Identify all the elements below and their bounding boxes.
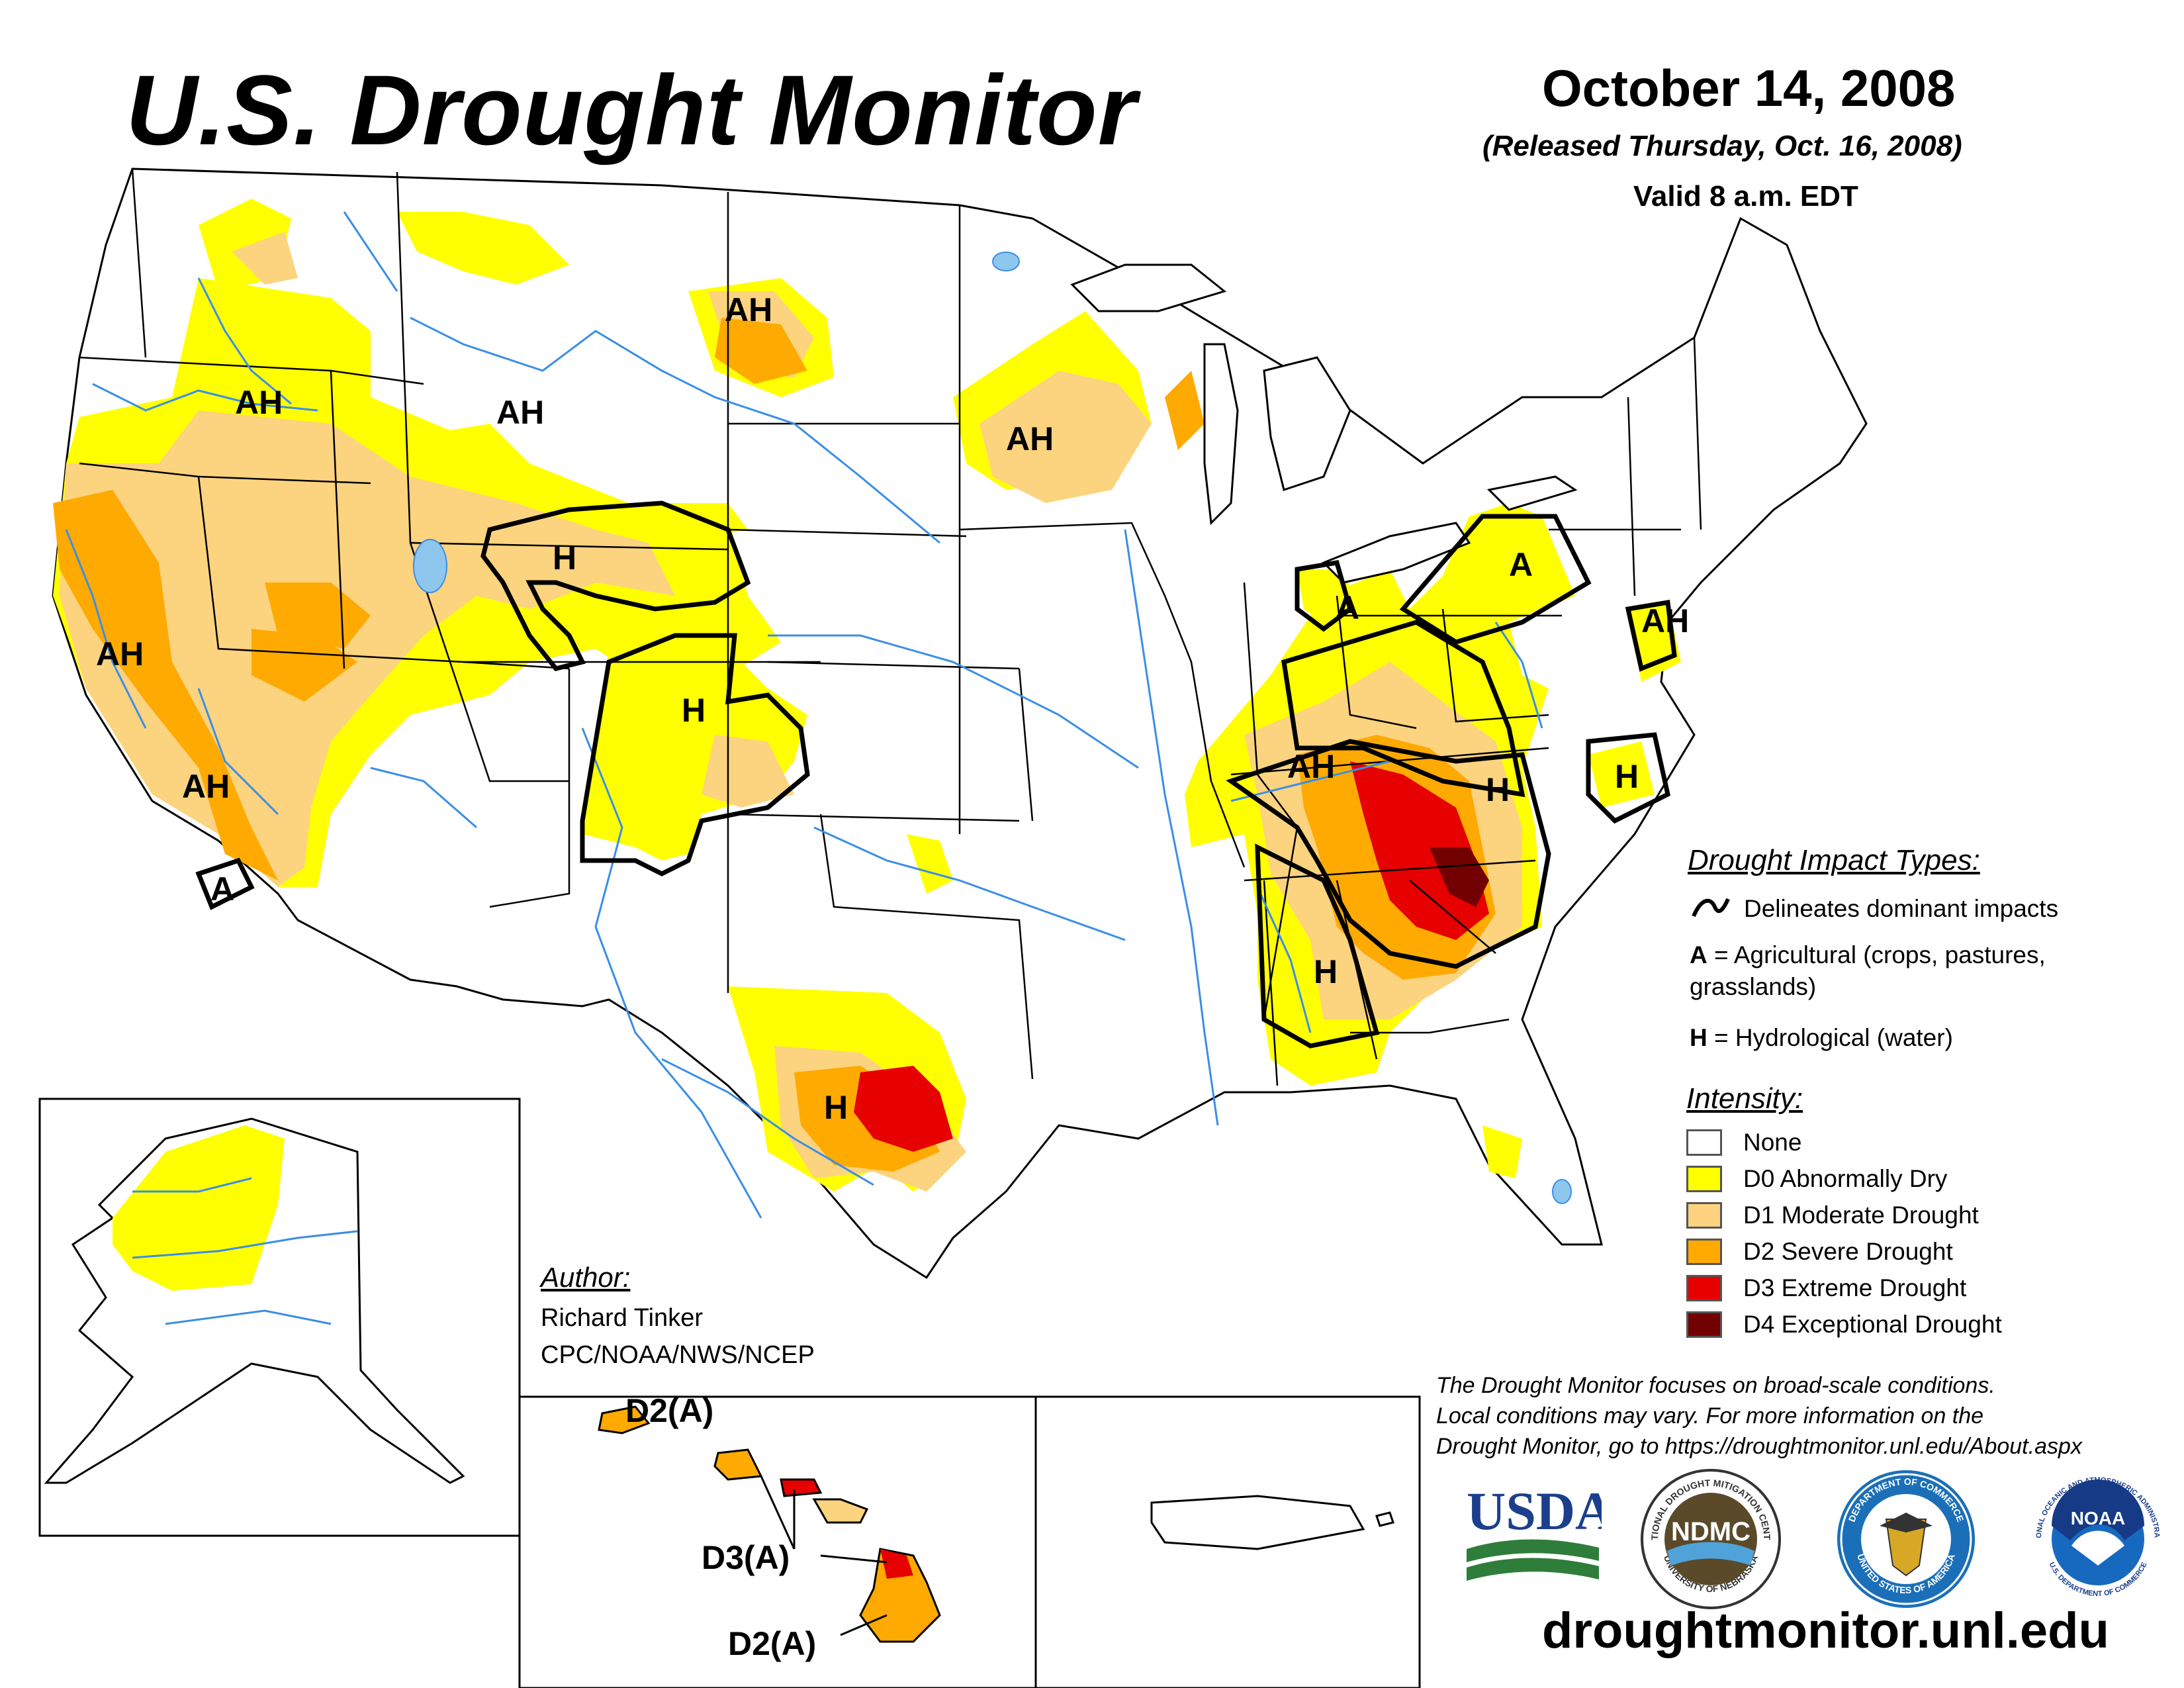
author-heading: Author:	[541, 1262, 631, 1293]
website-url[interactable]: droughtmonitor.unl.edu	[1542, 1603, 2109, 1659]
label-h-nc-coast: H	[1615, 758, 1639, 795]
small-lakes	[413, 252, 1572, 1204]
intensity-label: None	[1743, 1129, 1802, 1156]
agricultural-key: A = Agricultural (crops, pastures,	[1690, 941, 2046, 969]
intensity-row: None	[1686, 1129, 1801, 1156]
label-hi-d3: D3(A)	[702, 1539, 790, 1576]
alaska-inset	[44, 1117, 465, 1484]
label-h-colorado: H	[682, 692, 705, 729]
intensity-row: D0 Abnormally Dry	[1686, 1165, 1947, 1193]
label-hi-d2-top: D2(A)	[625, 1392, 713, 1429]
impact-labels: AH AH AH AH H H AH AH A A A AH AH H H H …	[96, 291, 1689, 1126]
label-ah-tennessee: AH	[1287, 748, 1335, 785]
a-key: A	[1690, 941, 1707, 968]
release-date: (Released Thursday, Oct. 16, 2008)	[1482, 130, 1962, 162]
intensity-swatch	[1686, 1166, 1722, 1192]
delineate-line-icon	[1692, 898, 1730, 917]
page-title: U.S. Drought Monitor	[126, 54, 1138, 165]
svg-text:USDA: USDA	[1467, 1481, 1602, 1541]
impact-types-title: Drought Impact Types:	[1688, 844, 1980, 876]
label-ah-california: AH	[96, 635, 144, 673]
hawaii-inset: D2(A) D3(A) D2(A)	[598, 1392, 941, 1662]
intensity-row: D1 Moderate Drought	[1686, 1201, 1979, 1229]
svg-text:NDMC: NDMC	[1671, 1517, 1751, 1546]
intensity-swatch	[1686, 1202, 1722, 1229]
inset-frames	[38, 1098, 1421, 1688]
author-org: CPC/NOAA/NWS/NCEP	[541, 1341, 815, 1369]
label-h-wyoming: H	[553, 539, 576, 577]
label-hi-d2-bottom: D2(A)	[728, 1625, 816, 1662]
intensity-swatch	[1686, 1275, 1722, 1301]
delineates-text: Delineates dominant impacts	[1744, 895, 2059, 922]
intensity-label: D3 Extreme Drought	[1743, 1274, 1967, 1301]
rivers	[65, 211, 1543, 1219]
agricultural-text-2: grasslands)	[1690, 973, 1817, 1000]
intensity-title: Intensity:	[1686, 1082, 1803, 1115]
intensity-label: D0 Abnormally Dry	[1743, 1165, 1948, 1192]
label-ah-pacific-nw: AH	[235, 384, 283, 421]
noaa-logo: NATIONAL OCEANIC AND ATMOSPHERIC ADMINIS…	[2025, 1466, 2167, 1608]
h-key: H	[1690, 1024, 1707, 1051]
label-ah-mid-atlantic: AH	[1641, 602, 1689, 639]
d4-regions	[1430, 847, 1489, 907]
label-h-carolinas: H	[1486, 771, 1510, 808]
disclaimer-line-3: Drought Monitor, go to https://droughtmo…	[1436, 1434, 2082, 1459]
intensity-row: D4 Exceptional Drought	[1686, 1311, 2002, 1338]
svg-text:NOAA: NOAA	[2071, 1508, 2125, 1528]
label-ah-n-dakota: AH	[725, 291, 772, 328]
label-a-pennsylvania: A	[1509, 546, 1533, 583]
label-ah-n-rockies: AH	[496, 394, 544, 431]
label-a-ohio: A	[1336, 589, 1359, 626]
ndmc-logo: NATIONAL DROUGHT MITIGATION CENTER UNIVE…	[1638, 1466, 1781, 1609]
map-date: October 14, 2008	[1542, 59, 1956, 117]
disclaimer-line-1: The Drought Monitor focuses on broad-sca…	[1436, 1373, 1995, 1398]
usda-logo: USDA	[1467, 1481, 1602, 1581]
intensity-swatch	[1686, 1129, 1722, 1156]
intensity-label: D4 Exceptional Drought	[1743, 1311, 2002, 1338]
label-h-mississippi: H	[1314, 953, 1338, 990]
disclaimer: The Drought Monitor focuses on broad-sca…	[1436, 1370, 2171, 1462]
valid-time: Valid 8 a.m. EDT	[1633, 180, 1858, 212]
puerto-rico-inset	[1150, 1495, 1394, 1550]
label-ah-s-california: AH	[182, 768, 230, 805]
author-name: Richard Tinker	[541, 1304, 703, 1332]
intensity-swatch	[1686, 1239, 1722, 1265]
a-text: = Agricultural (crops, pastures,	[1707, 941, 2046, 968]
intensity-row: D3 Extreme Drought	[1686, 1274, 1966, 1302]
h-text: = Hydrological (water)	[1707, 1024, 1953, 1051]
commerce-logo: DEPARTMENT OF COMMERCE UNITED STATES OF …	[1837, 1470, 1975, 1608]
label-a-s-california: A	[210, 870, 234, 908]
hydrological-key: H = Hydrological (water)	[1690, 1024, 1953, 1052]
intensity-label: D1 Moderate Drought	[1743, 1201, 1979, 1229]
intensity-row: D2 Severe Drought	[1686, 1238, 1953, 1266]
disclaimer-line-2: Local conditions may vary. For more info…	[1436, 1403, 1984, 1429]
impact-boundaries	[195, 500, 1677, 1049]
label-ah-upper-midwest: AH	[1006, 420, 1054, 457]
label-h-texas: H	[824, 1089, 848, 1126]
intensity-label: D2 Severe Drought	[1743, 1238, 1953, 1265]
great-lakes	[1070, 263, 1578, 584]
intensity-swatch	[1686, 1311, 1722, 1338]
